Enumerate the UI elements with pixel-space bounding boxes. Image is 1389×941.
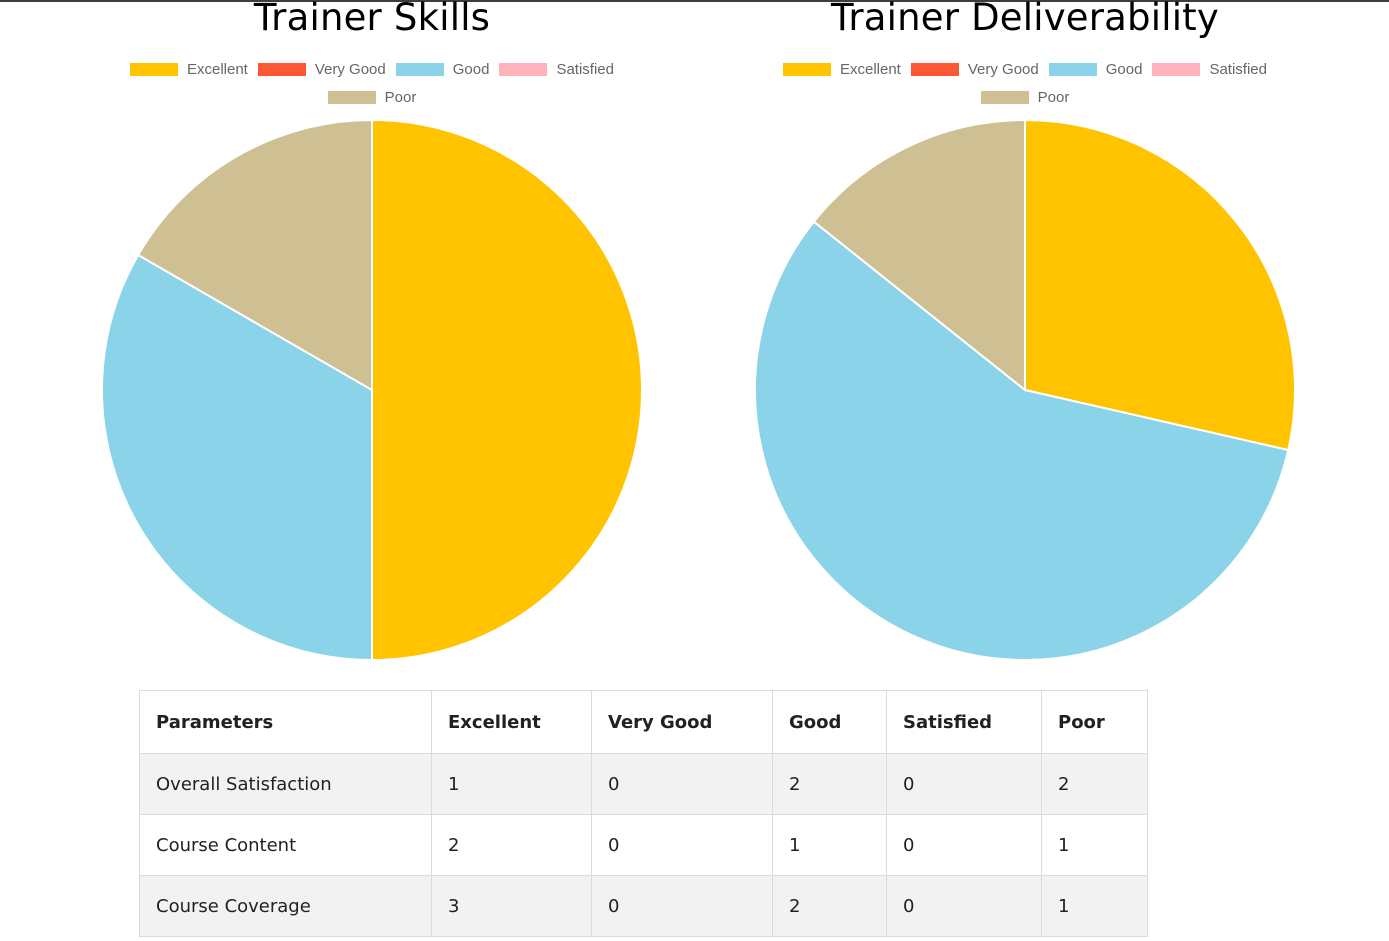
- table-cell: 3: [431, 875, 592, 937]
- legend-row: Excellent Very Good Good Satisfied: [22, 58, 722, 80]
- legend-item[interactable]: Good: [1048, 60, 1143, 78]
- legend-row: Excellent Very Good Good Satisfied: [675, 58, 1375, 80]
- table-row: Overall Satisfaction 1 0 2 0 2: [139, 753, 1148, 815]
- legend-label: Poor: [384, 88, 417, 106]
- table-row: Course Coverage 3 0 2 0 1: [139, 875, 1148, 937]
- table-cell: 0: [591, 814, 773, 876]
- pie-slice-poor[interactable]: [136, 118, 373, 392]
- legend-swatch: [499, 62, 548, 76]
- legend-label: Very Good: [314, 60, 386, 78]
- legend-row: Poor: [22, 86, 722, 108]
- legend-swatch: [980, 90, 1029, 104]
- table-cell: 0: [886, 875, 1042, 937]
- legend-swatch: [910, 62, 959, 76]
- table-cell: 2: [772, 753, 887, 815]
- legend-item[interactable]: Excellent: [129, 60, 248, 78]
- legend-swatch: [395, 62, 444, 76]
- header-poor: Poor: [1041, 690, 1148, 754]
- trainer-skills-chart: Trainer Skills Excellent Very Good Good Sat…: [22, 0, 722, 680]
- legend-item[interactable]: Very Good: [257, 60, 386, 78]
- table-row: Course Content 2 0 1 0 1: [139, 814, 1148, 876]
- table-cell: 1: [1041, 814, 1148, 876]
- table-cell: 0: [591, 753, 773, 815]
- legend-swatch: [782, 62, 831, 76]
- pie-chart: [101, 118, 643, 662]
- chart-title: Trainer Skills: [253, 0, 491, 39]
- legend-label: Excellent: [186, 60, 248, 78]
- header-very-good: Very Good: [591, 690, 773, 754]
- table-cell: 1: [431, 753, 592, 815]
- chart-legend: Excellent Very Good Good Satisfied Poor: [22, 58, 722, 114]
- chart-legend: Excellent Very Good Good Satisfied Poor: [675, 58, 1375, 114]
- legend-swatch: [1048, 62, 1097, 76]
- table-header-row: Parameters Excellent Very Good Good Sati…: [139, 690, 1148, 754]
- table-cell: 0: [886, 753, 1042, 815]
- table-cell: 1: [1041, 875, 1148, 937]
- table-cell: 2: [1041, 753, 1148, 815]
- legend-label: Excellent: [839, 60, 901, 78]
- pie-slice-excellent[interactable]: [1024, 118, 1296, 452]
- trainer-deliverability-chart: Trainer Deliverability Excellent Very Goo…: [675, 0, 1375, 680]
- legend-item[interactable]: Satisfied: [1152, 61, 1267, 78]
- legend-swatch: [129, 62, 178, 76]
- legend-label: Good: [1105, 60, 1143, 78]
- legend-swatch: [1152, 62, 1201, 76]
- legend-item[interactable]: Excellent: [782, 60, 901, 78]
- pie-slice-poor[interactable]: [812, 118, 1026, 393]
- table-cell: Overall Satisfaction: [139, 753, 432, 815]
- pie-slice-good[interactable]: [754, 220, 1290, 661]
- legend-label: Satisfied: [556, 60, 614, 78]
- legend-label: Good: [452, 60, 490, 78]
- pie-slice-good[interactable]: [101, 253, 373, 662]
- legend-row: Poor: [675, 86, 1375, 108]
- legend-item[interactable]: Satisfied: [499, 61, 614, 78]
- table-cell: 2: [772, 875, 887, 937]
- legend-item[interactable]: Poor: [327, 88, 417, 106]
- results-table: Parameters Excellent Very Good Good Sati…: [139, 690, 1148, 937]
- header-satisfied: Satisfied: [886, 690, 1042, 754]
- table-cell: 2: [431, 814, 592, 876]
- top-border: [0, 0, 1389, 2]
- header-parameters: Parameters: [139, 690, 432, 754]
- legend-swatch: [257, 62, 306, 76]
- header-excellent: Excellent: [431, 690, 592, 754]
- table-cell: 1: [772, 814, 887, 876]
- chart-title: Trainer Deliverability: [830, 0, 1219, 39]
- pie-chart: [754, 118, 1296, 661]
- header-good: Good: [772, 690, 887, 754]
- legend-label: Poor: [1037, 88, 1070, 106]
- table-cell: Course Coverage: [139, 875, 432, 937]
- legend-label: Satisfied: [1209, 60, 1267, 78]
- table-cell: 0: [591, 875, 773, 937]
- legend-item[interactable]: Very Good: [910, 60, 1039, 78]
- legend-label: Very Good: [967, 60, 1039, 78]
- legend-item[interactable]: Good: [395, 60, 490, 78]
- table-cell: 0: [886, 814, 1042, 876]
- legend-swatch: [327, 90, 376, 104]
- legend-item[interactable]: Poor: [980, 88, 1070, 106]
- pie-slice-excellent[interactable]: [371, 118, 643, 662]
- table-cell: Course Content: [139, 814, 432, 876]
